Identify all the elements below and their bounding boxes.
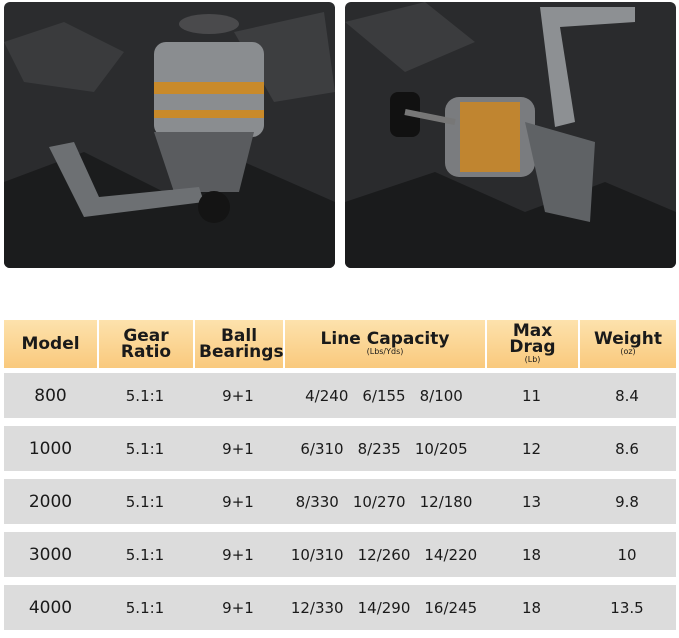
line-capacity-values: 8/330 10/270 12/180	[296, 493, 473, 511]
header-label: Ball Bearings	[199, 326, 284, 362]
line-capacity-value: 12/180	[419, 492, 473, 511]
line-capacity-value: 8/100	[419, 386, 463, 405]
data-row: 2000 5.1:1 9+1 8/330 10/270 12/180 13 9.8	[4, 479, 676, 524]
spec-cell: 9.8	[615, 492, 639, 511]
product-photo-side	[345, 2, 676, 268]
spec-cell: 9+1	[222, 439, 254, 458]
product-photo-front	[4, 2, 335, 268]
model-cell: 800	[34, 385, 67, 406]
line-capacity-cell: 10/310 12/260 14/220	[283, 532, 485, 577]
spec-cell: 9+1	[222, 492, 254, 511]
line-capacity-value: 10/270	[352, 492, 406, 511]
line-capacity-value: 6/155	[362, 386, 406, 405]
line-capacity-value: 10/310	[290, 545, 344, 564]
header-row: Model Gear Ratio Ball Bearings Line Capacit…	[4, 320, 676, 368]
line-capacity-value: 12/330	[290, 598, 344, 617]
spec-cell: 11	[521, 386, 542, 405]
header-cell: Line Capacity (Lbs/Yds)	[283, 320, 485, 368]
spec-cell: 5.1:1	[125, 439, 165, 458]
model-cell: 1000	[28, 438, 73, 459]
header-unit: (Lbs/Yds)	[366, 347, 404, 356]
line-capacity-value: 6/310	[300, 439, 344, 458]
header-unit: (Lb)	[524, 355, 541, 364]
line-capacity-value: 8/235	[357, 439, 401, 458]
line-capacity-value: 10/205	[414, 439, 468, 458]
line-capacity-cell: 4/240 6/155 8/100	[283, 373, 485, 418]
header-label: Gear Ratio	[120, 326, 172, 362]
data-row: 1000 5.1:1 9+1 6/310 8/235 10/205 12 8.6	[4, 426, 676, 471]
spec-table: Model Gear Ratio Ball Bearings Line Capacit…	[4, 320, 676, 638]
spec-cell: 13	[521, 492, 542, 511]
spec-cell: 8.6	[615, 439, 639, 458]
spec-cell: 9+1	[222, 545, 254, 564]
spec-cell: 12	[521, 439, 542, 458]
header-label: Line Capacity	[320, 329, 450, 349]
model-cell: 4000	[28, 597, 73, 618]
header-cell: Model	[4, 320, 97, 368]
spec-cell: 10	[617, 545, 637, 564]
header-label: Weight	[594, 329, 662, 349]
line-capacity-values: 12/330 14/290 16/245	[291, 599, 477, 617]
model-cell: 2000	[28, 491, 73, 512]
line-capacity-cell: 12/330 14/290 16/245	[283, 585, 485, 630]
spec-cell: 5.1:1	[125, 386, 165, 405]
spec-cell: 18	[521, 598, 542, 617]
line-capacity-values: 4/240 6/155 8/100	[305, 387, 463, 405]
line-capacity-cell: 6/310 8/235 10/205	[283, 426, 485, 471]
line-capacity-value: 8/330	[295, 492, 339, 511]
header-label: Model	[21, 334, 80, 354]
spec-cell: 9+1	[222, 386, 254, 405]
line-capacity-value: 14/220	[424, 545, 478, 564]
model-cell: 3000	[28, 544, 73, 565]
spec-cell: 9+1	[222, 598, 254, 617]
header-cell: Gear Ratio	[97, 320, 193, 368]
data-row: 3000 5.1:1 9+1 10/310 12/260 14/220 18 10	[4, 532, 676, 577]
spec-cell: 5.1:1	[125, 492, 165, 511]
line-capacity-value: 14/290	[357, 598, 411, 617]
spec-cell: 5.1:1	[125, 545, 165, 564]
header-cell: Max Drag (Lb)	[485, 320, 578, 368]
line-capacity-values: 6/310 8/235 10/205	[300, 440, 467, 458]
line-capacity-value: 12/260	[357, 545, 411, 564]
header-label: Max Drag	[509, 321, 556, 357]
data-row: 800 5.1:1 9+1 4/240 6/155 8/100 11 8.4	[4, 373, 676, 418]
data-row: 4000 5.1:1 9+1 12/330 14/290 16/245 18 13.5	[4, 585, 676, 630]
spec-cell: 13.5	[610, 598, 644, 617]
spec-cell: 8.4	[615, 386, 639, 405]
header-unit: (oz)	[620, 347, 636, 356]
line-capacity-values: 10/310 12/260 14/220	[291, 546, 477, 564]
line-capacity-value: 4/240	[305, 386, 349, 405]
header-cell: Ball Bearings	[193, 320, 284, 368]
line-capacity-value: 16/245	[424, 598, 478, 617]
header-cell: Weight (oz)	[578, 320, 676, 368]
spec-cell: 18	[521, 545, 542, 564]
spec-cell: 5.1:1	[125, 598, 165, 617]
line-capacity-cell: 8/330 10/270 12/180	[283, 479, 485, 524]
